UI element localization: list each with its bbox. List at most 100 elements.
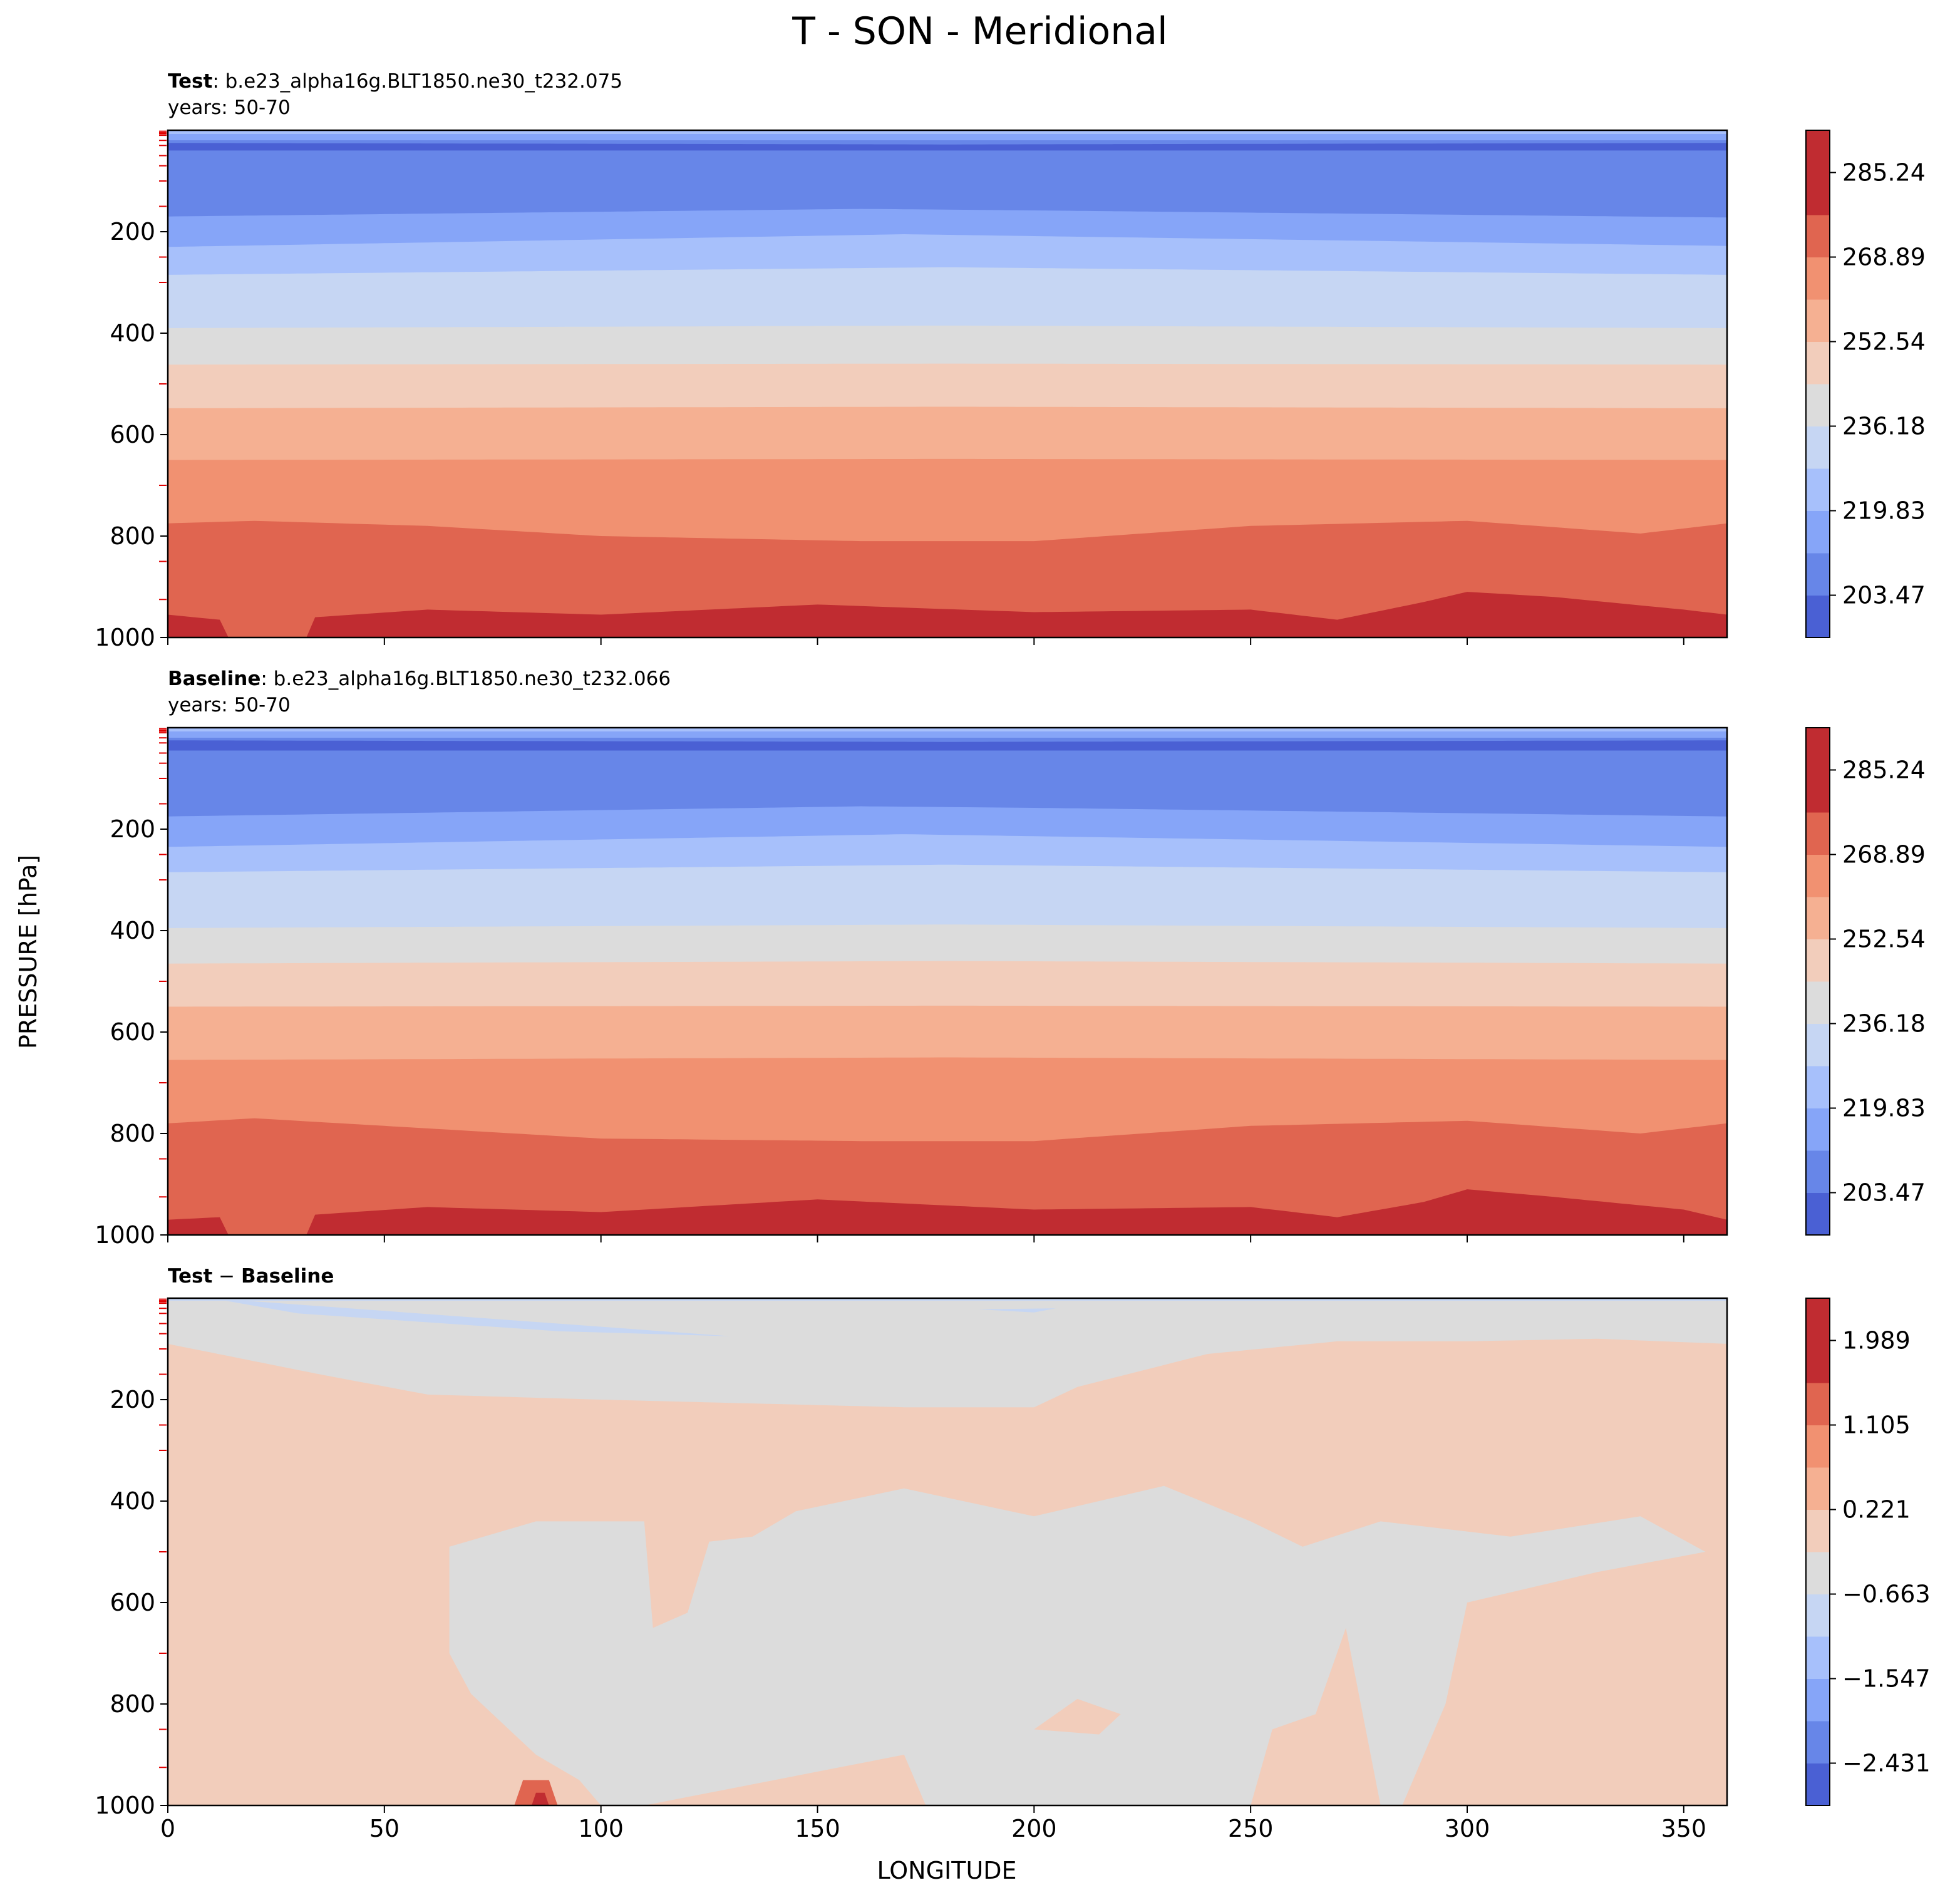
y-tick-label: 1000 [95, 1221, 155, 1249]
colorbar-border [1805, 130, 1830, 638]
figure-title: T - SON - Meridional [792, 9, 1167, 53]
colorbar-segment [1806, 770, 1830, 813]
x-tick-label: 300 [1445, 1815, 1490, 1842]
colorbar-tick-label: 236.18 [1842, 413, 1926, 440]
colorbar-tick-label: −1.547 [1842, 1665, 1931, 1693]
contour-band [168, 134, 1727, 140]
y-tick-label: 400 [110, 917, 155, 944]
y-tick-label: 800 [110, 1120, 155, 1147]
colorbar-segment [1806, 510, 1830, 554]
colorbar-segment [1806, 1066, 1830, 1108]
colorbar-2: 1.989 1.105 0.221 −0.663 −1.547 −2.431 [1805, 1298, 1931, 1806]
colorbar-segment [1806, 981, 1830, 1024]
y-tick-label: 800 [110, 1690, 155, 1718]
x-tick-label: 200 [1011, 1815, 1057, 1842]
contour-band [168, 520, 1727, 638]
contour-fill-1 [168, 728, 1727, 1235]
colorbar-segment [1806, 1383, 1830, 1425]
contour-band [168, 728, 1727, 731]
panel-test-title: Test: b.e23_alpha16g.BLT1850.ne30_t232.0… [168, 70, 622, 93]
panel-baseline-years: years: 50-70 [168, 694, 291, 716]
colorbar-segment [1806, 595, 1830, 638]
plot-layer: 2004006008001000285.24268.89252.54236.18… [95, 129, 1931, 1842]
colorbar-segment [1806, 1678, 1830, 1722]
colorbar-tick-label: −2.431 [1842, 1750, 1931, 1777]
plot-area-border [167, 129, 1728, 639]
colorbar-tick-label: 203.47 [1842, 1179, 1926, 1207]
colorbar-segment [1806, 1023, 1830, 1066]
y-tick-label: 1000 [95, 624, 155, 651]
colorbar-tick-label: 0.221 [1842, 1496, 1911, 1524]
colorbar-segment [1806, 1150, 1830, 1193]
panel-test: Test: b.e23_alpha16g.BLT1850.ne30_t232.0… [168, 70, 622, 119]
y-tick-label: 200 [110, 815, 155, 843]
y-tick-label: 800 [110, 522, 155, 550]
contour-cold-patch [977, 1308, 1056, 1313]
colorbar-segment [1806, 1108, 1830, 1151]
contour-fill-0 [168, 130, 1727, 638]
y-tick-label: 600 [110, 1018, 155, 1046]
colorbar-segment [1806, 426, 1830, 469]
colorbar-segment [1806, 468, 1830, 511]
colorbar-segment [1806, 172, 1830, 215]
contour-neutral-region [449, 1485, 1706, 1805]
x-tick-label: 250 [1228, 1815, 1274, 1842]
panel-test-years: years: 50-70 [168, 96, 291, 119]
y-axis-label: PRESSURE [hPa] [14, 855, 42, 1049]
colorbar-segment [1806, 897, 1830, 939]
colorbar-segment [1806, 728, 1830, 770]
colorbar-1: 285.24 268.89 252.54 236.18 219.83 203.47 [1805, 727, 1926, 1236]
x-tick-label: 100 [578, 1815, 624, 1842]
contour-fill-2 [168, 1298, 1727, 1805]
colorbar-tick-label: 252.54 [1842, 926, 1926, 953]
y-tick-label: 200 [110, 218, 155, 245]
x-tick-label: 50 [369, 1815, 400, 1842]
contour-warm-patch [1251, 1628, 1381, 1805]
colorbar-segment [1806, 1298, 1830, 1341]
colorbar-segment [1806, 812, 1830, 855]
colorbar-border [1805, 727, 1830, 1236]
plot-area-border [167, 1297, 1728, 1807]
colorbar-tick-label: 252.54 [1842, 328, 1926, 356]
colorbar-tick-label: 1.989 [1842, 1327, 1911, 1355]
colorbar-segment [1806, 1552, 1830, 1594]
colorbar-segment [1806, 1467, 1830, 1510]
y-tick-label: 400 [110, 319, 155, 347]
plot-area-border [167, 726, 1728, 1236]
colorbar-segment [1806, 939, 1830, 982]
colorbar-segment [1806, 1721, 1830, 1763]
panel-baseline: Baseline: b.e23_alpha16g.BLT1850.ne30_t2… [168, 668, 671, 716]
colorbar-tick-label: 219.83 [1842, 497, 1926, 525]
colorbar-tick-label: 1.105 [1842, 1412, 1911, 1439]
colorbar-segment [1806, 299, 1830, 342]
contour-band [168, 1118, 1727, 1235]
colorbar-segment [1806, 1509, 1830, 1552]
y-tick-label: 600 [110, 1589, 155, 1616]
colorbar-tick-label: 203.47 [1842, 582, 1926, 609]
colorbar-tick-label: 285.24 [1842, 756, 1926, 784]
y-tick-label: 1000 [95, 1792, 155, 1819]
x-tick-label: 150 [795, 1815, 840, 1842]
colorbar-border [1805, 1298, 1830, 1806]
colorbar-tick-label: 268.89 [1842, 841, 1926, 869]
colorbar-segment [1806, 130, 1830, 173]
colorbar-tick-label: 285.24 [1842, 159, 1926, 187]
colorbar-segment [1806, 854, 1830, 897]
contour-band [168, 1189, 1727, 1235]
colorbar-segment [1806, 1340, 1830, 1383]
colorbar-segment [1806, 1594, 1830, 1637]
colorbar-segment [1806, 257, 1830, 300]
colorbar-tick-label: 268.89 [1842, 244, 1926, 271]
panel-difference: Test − Baseline [168, 1265, 334, 1288]
axes-frame-1: 200 400 600 800 1000 [95, 726, 1728, 1249]
contour-hot-core [532, 1792, 549, 1805]
colorbar-tick-label: −0.663 [1842, 1581, 1931, 1608]
contour-band [168, 592, 1727, 638]
contour-band [168, 731, 1727, 738]
colorbar-segment [1806, 553, 1830, 596]
panel-difference-title: Test − Baseline [168, 1265, 334, 1288]
x-tick-label: 0 [160, 1815, 175, 1842]
colorbar-segment [1806, 215, 1830, 257]
contour-cold-patch [211, 1298, 731, 1336]
